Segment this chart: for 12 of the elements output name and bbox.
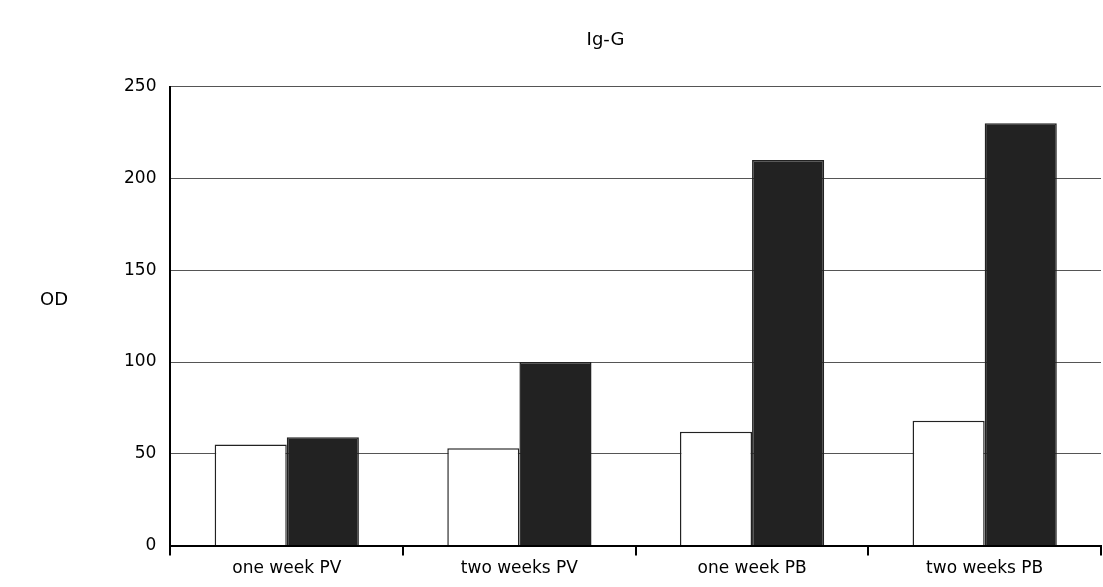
chart-title: Ig-G xyxy=(586,28,625,50)
y-tick-label: 100 xyxy=(123,350,157,371)
x-tick-label: one week PV xyxy=(232,557,342,578)
y-tick-label: 0 xyxy=(145,534,157,555)
y-tick-label: 250 xyxy=(123,75,157,96)
x-tick-label: two weeks PV xyxy=(460,557,579,578)
y-tick-label: 150 xyxy=(123,258,157,279)
y-tick-label: 200 xyxy=(123,166,157,187)
x-tick-label: two weeks PB xyxy=(926,557,1044,578)
y-tick-label: 50 xyxy=(134,442,157,463)
y-axis-title: OD xyxy=(40,288,69,309)
x-tick-label: one week PB xyxy=(697,557,807,578)
